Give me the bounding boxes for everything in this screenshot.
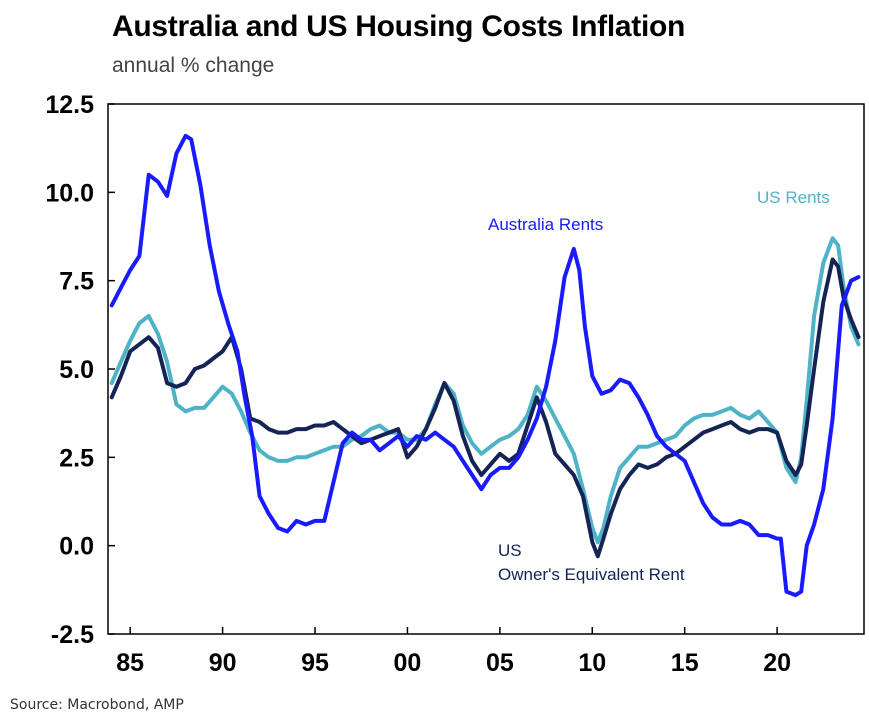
x-tick-label: 10 bbox=[578, 649, 606, 677]
x-tick-label: 15 bbox=[671, 649, 699, 677]
y-tick-label: 2.5 bbox=[59, 444, 94, 472]
y-tick-label: 12.5 bbox=[45, 91, 94, 119]
x-tick-label: 20 bbox=[763, 649, 791, 677]
annotation-owners-equivalent-rent: Owner's Equivalent Rent bbox=[498, 565, 685, 584]
series-line-australia-rents bbox=[109, 133, 861, 598]
x-tick-label: 95 bbox=[301, 649, 329, 677]
x-tick-label: 90 bbox=[209, 649, 237, 677]
annotation-us: US bbox=[498, 541, 522, 560]
x-tick-label: 85 bbox=[116, 649, 144, 677]
annotations: Australia Rents US Rents US Owner's Equi… bbox=[488, 188, 830, 584]
annotation-us-rents: US Rents bbox=[757, 188, 830, 207]
series-layer bbox=[109, 133, 861, 598]
y-tick-label: 7.5 bbox=[59, 268, 94, 296]
x-tick-label: 00 bbox=[394, 649, 422, 677]
annotation-australia-rents: Australia Rents bbox=[488, 215, 603, 234]
chart-subtitle: annual % change bbox=[112, 54, 275, 77]
x-tick-label: 05 bbox=[486, 649, 514, 677]
y-tick-label: 5.0 bbox=[59, 356, 94, 384]
y-axis: 12.5 10.0 7.5 5.0 2.5 0.0 -2.5 bbox=[45, 91, 115, 649]
y-tick-label: 10.0 bbox=[45, 179, 94, 207]
series-line-us-rents bbox=[109, 236, 861, 545]
source-note: Source: Macrobond, AMP bbox=[10, 697, 184, 713]
y-tick-label: -2.5 bbox=[51, 621, 94, 649]
plot-area-frame bbox=[107, 103, 865, 635]
y-tick-label: 0.0 bbox=[59, 533, 94, 561]
line-chart: 12.5 10.0 7.5 5.0 2.5 0.0 -2.5 85 90 95 00 05 10 15 2… bbox=[45, 91, 865, 677]
x-axis: 85 90 95 00 05 10 15 20 bbox=[116, 627, 791, 677]
chart-title: Australia and US Housing Costs Inflation bbox=[112, 10, 686, 43]
